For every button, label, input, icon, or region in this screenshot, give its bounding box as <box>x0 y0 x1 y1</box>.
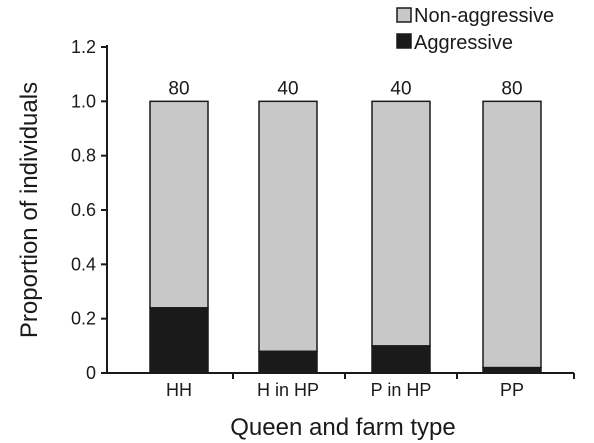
y-tick-label: 0.4 <box>71 254 96 274</box>
x-tick-label: HH <box>166 380 192 400</box>
bars <box>149 100 542 374</box>
legend: Non-aggressive Aggressive <box>396 5 554 54</box>
sample-size-label: 80 <box>501 78 522 99</box>
y-tick-label: 1.0 <box>71 91 96 111</box>
bar-segment-aggressive <box>149 307 209 374</box>
legend-label-non-aggressive: Non-aggressive <box>414 5 554 27</box>
x-tick-label: PP <box>500 380 524 400</box>
sample-size-label: 80 <box>168 78 189 99</box>
data-labels: 80 HH 40 H in HP 40 P in HP 80 PP <box>166 78 524 400</box>
legend-label-aggressive: Aggressive <box>414 32 513 54</box>
x-axis-title: Queen and farm type <box>230 414 455 441</box>
bar-segment-aggressive <box>258 350 318 374</box>
bar-segment-aggressive <box>371 345 431 374</box>
y-tick-label: 0.8 <box>71 146 96 166</box>
x-tick-label: H in HP <box>257 380 319 400</box>
bar-segment-non-aggressive <box>371 100 431 347</box>
legend-swatch-aggressive <box>396 33 412 49</box>
sample-size-label: 40 <box>390 78 411 99</box>
y-tick-label: 1.2 <box>71 37 96 57</box>
sample-size-label: 40 <box>277 78 298 99</box>
bar-segment-non-aggressive <box>482 100 542 369</box>
y-axis-title: Proportion of individuals <box>16 82 43 338</box>
legend-swatch-non-aggressive <box>396 7 412 23</box>
y-tick-label: 0.6 <box>71 200 96 220</box>
x-tick-label: P in HP <box>371 380 432 400</box>
y-tick-label: 0.2 <box>71 309 96 329</box>
bar-segment-non-aggressive <box>258 100 318 353</box>
bar-segment-aggressive <box>482 366 542 374</box>
bar-segment-non-aggressive <box>149 100 209 309</box>
y-tick-label: 0 <box>86 363 96 383</box>
